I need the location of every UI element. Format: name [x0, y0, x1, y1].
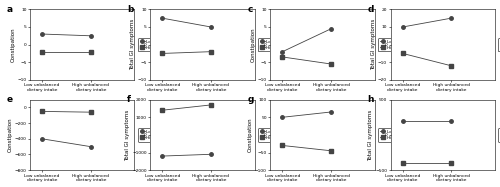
- Low Agathobacter: [160, 155, 166, 157]
- Legend: Low Agathobacter, High Agathobacter: Low Agathobacter, High Agathobacter: [258, 128, 310, 142]
- Low Bacteroidetes: [208, 26, 214, 28]
- High Bacteroidetes: [88, 50, 94, 53]
- Low Agathobacter: [208, 153, 214, 155]
- High Agathobacter: [208, 104, 214, 106]
- Low Coprococcus 1: [328, 28, 334, 30]
- Y-axis label: Constipation: Constipation: [10, 27, 16, 62]
- Low Clostridium sp. BNV: [400, 120, 406, 122]
- Legend: Low Bacteroidetes, High Bacteroidetes: Low Bacteroidetes, High Bacteroidetes: [258, 38, 310, 51]
- High Coprococcus 1: [280, 56, 285, 58]
- Low Coprococcus 1: [448, 17, 454, 19]
- Legend: Low Coprococcus 1, High Coprococcus 1: Low Coprococcus 1, High Coprococcus 1: [378, 38, 432, 51]
- Low Bacteroidetes: [88, 35, 94, 37]
- Line: Low Agathobacter: Low Agathobacter: [160, 153, 212, 158]
- High Clostridium sp. BNV: [448, 162, 454, 164]
- Y-axis label: Constipation: Constipation: [250, 27, 256, 62]
- Line: Low Clostridium sp. BNV: Low Clostridium sp. BNV: [401, 119, 453, 122]
- Y-axis label: Constipation: Constipation: [248, 118, 253, 152]
- Low Clostridium sp. BNV: [448, 120, 454, 122]
- Low Bacteroidetes: [39, 33, 45, 35]
- Low Coprococcus 1: [280, 50, 285, 53]
- Line: Low Coprococcus 1: Low Coprococcus 1: [281, 27, 333, 53]
- Line: Low Bacteroidetes: Low Bacteroidetes: [40, 32, 92, 38]
- Legend: Low Agathobacter, High Agathobacter: Low Agathobacter, High Agathobacter: [138, 128, 189, 142]
- High Bacteroidetes: [39, 50, 45, 53]
- Text: e: e: [7, 95, 13, 104]
- Y-axis label: Total GI symptoms: Total GI symptoms: [130, 19, 136, 70]
- High Coprococcus 1: [448, 65, 454, 67]
- High Bacteroidetes: [208, 50, 214, 53]
- High Clostridium sp. BNV: [280, 144, 285, 147]
- Legend: Low Clostridium sp. BNV, High Clostridium sp. BNV: Low Clostridium sp. BNV, High Clostridiu…: [498, 128, 500, 142]
- Low Coprococcus 1: [400, 26, 406, 28]
- Line: High Bacteroidetes: High Bacteroidetes: [160, 50, 212, 55]
- Text: c: c: [248, 5, 252, 14]
- Text: f: f: [127, 95, 131, 104]
- Y-axis label: Total GI symptoms: Total GI symptoms: [371, 19, 376, 70]
- High Agathobacter: [160, 109, 166, 111]
- Text: h: h: [368, 95, 374, 104]
- Legend: Low Bacteroidetes, High Bacteroidetes: Low Bacteroidetes, High Bacteroidetes: [138, 38, 190, 51]
- High Clostridium sp. BNV: [328, 150, 334, 152]
- Text: b: b: [127, 5, 134, 14]
- Y-axis label: Total GI symptoms: Total GI symptoms: [368, 109, 373, 160]
- Low Bacteroidetes: [160, 17, 166, 19]
- Low Clostridium sp. BNV: [280, 116, 285, 118]
- Line: High Agathobacter: High Agathobacter: [160, 103, 212, 112]
- Line: Low Agathobacter: Low Agathobacter: [40, 137, 92, 148]
- Text: d: d: [368, 5, 374, 14]
- Text: g: g: [248, 95, 254, 104]
- Line: Low Coprococcus 1: Low Coprococcus 1: [401, 16, 453, 29]
- Line: High Clostridium sp. BNV: High Clostridium sp. BNV: [401, 161, 453, 165]
- Y-axis label: Constipation: Constipation: [8, 118, 12, 152]
- Line: High Coprococcus 1: High Coprococcus 1: [281, 55, 333, 66]
- High Bacteroidetes: [160, 52, 166, 55]
- Line: High Coprococcus 1: High Coprococcus 1: [401, 52, 453, 68]
- Legend: Low Coprococcus 1, High Coprococcus 1: Low Coprococcus 1, High Coprococcus 1: [498, 38, 500, 51]
- Line: High Bacteroidetes: High Bacteroidetes: [40, 50, 92, 53]
- Low Agathobacter: [39, 138, 45, 140]
- Y-axis label: Total GI symptoms: Total GI symptoms: [125, 109, 130, 160]
- Low Agathobacter: [88, 145, 94, 148]
- High Agathobacter: [88, 111, 94, 113]
- Legend: Low Clostridium sp. BNV, High Clostridium sp. BNV: Low Clostridium sp. BNV, High Clostridiu…: [378, 128, 443, 142]
- Line: High Clostridium sp. BNV: High Clostridium sp. BNV: [281, 144, 333, 153]
- Low Clostridium sp. BNV: [328, 111, 334, 113]
- Line: High Agathobacter: High Agathobacter: [40, 110, 92, 114]
- Line: Low Clostridium sp. BNV: Low Clostridium sp. BNV: [281, 110, 333, 119]
- High Coprococcus 1: [328, 63, 334, 65]
- Text: a: a: [7, 5, 13, 14]
- High Clostridium sp. BNV: [400, 162, 406, 164]
- High Coprococcus 1: [400, 52, 406, 55]
- High Agathobacter: [39, 110, 45, 113]
- Line: Low Bacteroidetes: Low Bacteroidetes: [160, 16, 212, 29]
